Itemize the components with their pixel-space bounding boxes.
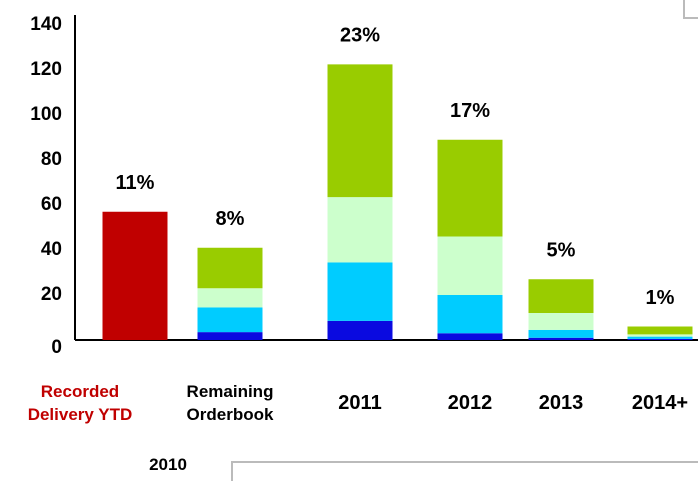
total-label: 5%: [547, 240, 576, 262]
bar-segment: [528, 313, 594, 330]
y-tick-label: 40: [41, 239, 62, 260]
y-tick-label: 140: [30, 14, 62, 35]
total-label: 17%: [450, 100, 490, 122]
x-tick-label: 2013: [538, 391, 584, 414]
total-label: 11%: [116, 172, 155, 194]
y-tick-label: 0: [51, 337, 62, 358]
bar-segment: [627, 326, 693, 335]
x-tick-label: 2011: [338, 391, 382, 414]
total-label: 1%: [646, 287, 675, 309]
y-tick-label: 20: [41, 284, 62, 305]
bar-segment: [197, 307, 263, 333]
bar-segment: [327, 262, 393, 321]
bar-segment: [627, 336, 693, 339]
bar-segment: [197, 332, 263, 340]
frame-line: [231, 461, 698, 481]
total-label: 23%: [340, 25, 380, 47]
bar-segment: [327, 64, 393, 198]
y-tick-label: 60: [41, 194, 62, 215]
bar-segment: [197, 247, 263, 289]
bar-segment: [627, 338, 693, 340]
x-tick-label: Remaining Orderbook: [186, 382, 274, 424]
bar-segment: [437, 295, 503, 334]
y-tick-label: 120: [30, 59, 62, 80]
frame-corner: [683, 0, 698, 19]
x-tick-label: 2014+: [631, 391, 689, 414]
note: 2010: [149, 455, 187, 474]
bar-segment: [197, 288, 263, 308]
bar-segment: [528, 337, 594, 340]
total-label: 8%: [216, 208, 245, 230]
x-tick-label: Recorded Delivery YTD: [27, 382, 133, 424]
bar-segment: [327, 320, 393, 340]
y-tick-label: 80: [41, 149, 62, 170]
bar-segment: [528, 329, 594, 338]
bar-segment: [327, 197, 393, 263]
bar-segment: [437, 333, 503, 340]
bar-segment: [437, 139, 503, 237]
bar-segment: [102, 211, 168, 340]
bar-segment: [437, 236, 503, 295]
y-tick-label: 100: [30, 104, 62, 125]
x-tick-label: 2012: [447, 391, 493, 414]
bar-segment: [528, 279, 594, 313]
bar-segment: [627, 334, 693, 337]
